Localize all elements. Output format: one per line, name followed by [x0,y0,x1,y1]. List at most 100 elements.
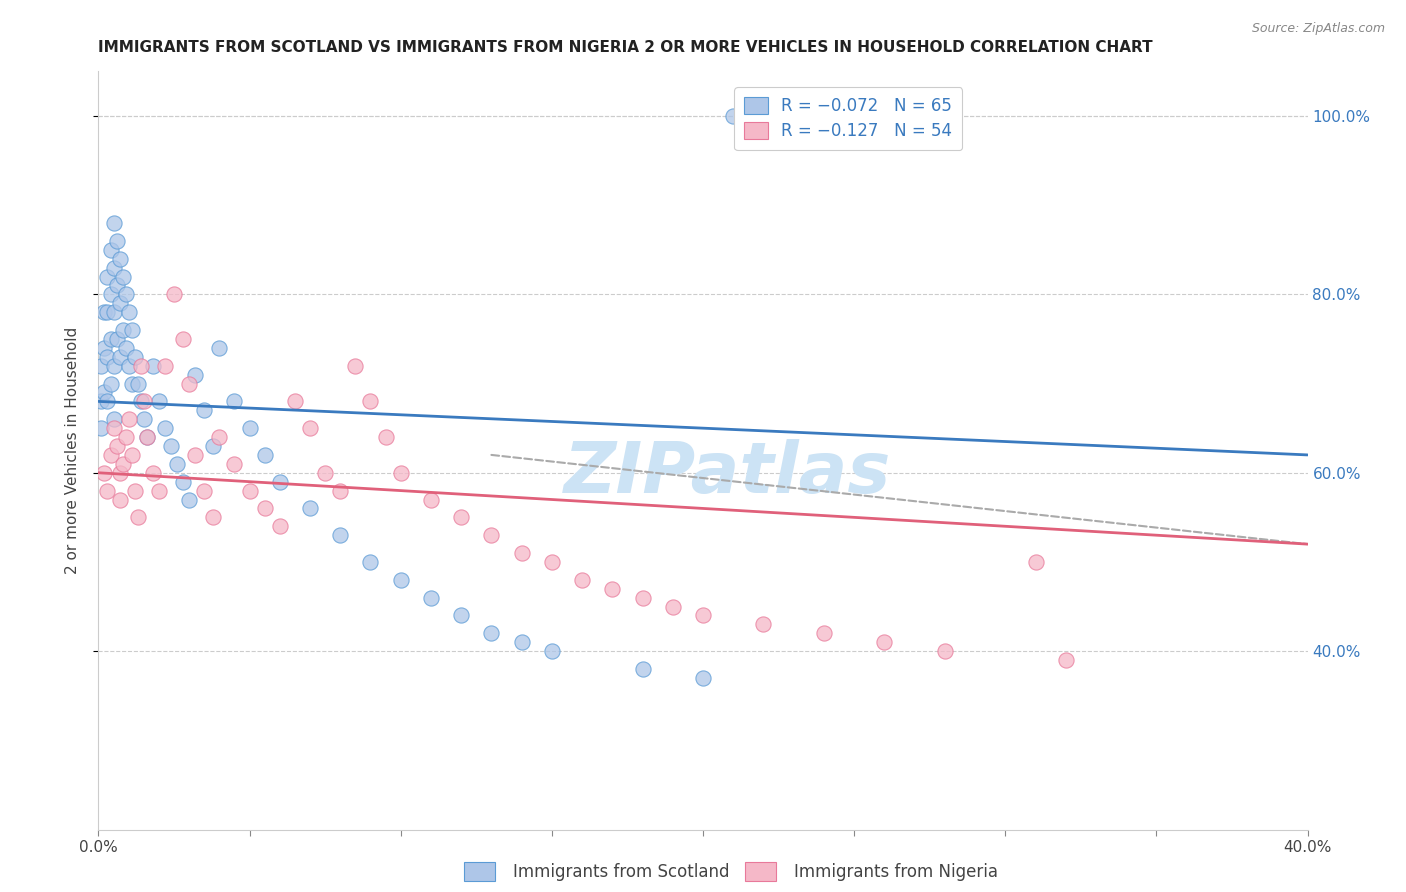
Point [105,332,128,346]
Point [540,555,562,569]
Point [1024,555,1046,569]
Point [103,260,125,275]
Point [96,350,118,364]
Point [510,546,533,560]
Point [108,252,131,266]
Point [481,528,503,542]
Point [124,483,146,498]
Legend: R = −0.072   N = 65, R = −0.127   N = 54: R = −0.072 N = 65, R = −0.127 N = 54 [734,87,962,150]
Point [96,305,118,319]
Point [166,457,188,471]
Point [202,510,225,524]
Point [344,359,367,373]
Point [172,332,194,346]
Point [121,376,143,391]
Point [374,430,396,444]
Point [93,385,115,400]
Point [661,599,683,614]
Point [111,457,134,471]
Point [132,412,155,426]
Point [360,555,382,569]
Point [253,501,276,516]
Point [631,662,654,676]
Point [224,457,246,471]
Point [90,421,112,435]
Text: Immigrants from Scotland: Immigrants from Scotland [513,863,730,881]
Point [202,439,225,453]
Point [103,359,125,373]
Point [129,359,152,373]
Point [100,243,122,257]
Point [172,475,194,489]
Point [105,439,128,453]
Y-axis label: 2 or more Vehicles in Household: 2 or more Vehicles in Household [65,326,80,574]
Point [269,519,291,533]
Point [239,483,262,498]
Point [100,287,122,301]
Point [93,305,115,319]
Point [163,287,186,301]
Point [103,216,125,230]
Point [184,448,207,462]
Point [93,341,115,355]
Point [329,483,352,498]
Point [723,109,745,123]
Point [239,421,262,435]
Point [571,573,593,587]
Point [253,448,276,462]
Point [389,466,412,480]
Point [90,394,112,409]
Point [153,359,176,373]
Point [160,439,183,453]
Point [108,296,131,310]
Point [329,528,352,542]
Point [121,323,143,337]
Point [127,510,149,524]
Point [135,430,157,444]
Point [269,475,291,489]
Point [118,412,141,426]
Point [103,305,125,319]
Point [934,644,956,658]
Point [510,635,533,649]
Point [129,394,152,409]
Point [314,466,336,480]
Point [100,332,122,346]
Point [179,376,201,391]
Point [153,421,176,435]
Point [450,608,472,623]
Point [481,626,503,640]
Point [208,430,231,444]
Point [184,368,207,382]
Point [179,492,201,507]
Text: IMMIGRANTS FROM SCOTLAND VS IMMIGRANTS FROM NIGERIA 2 OR MORE VEHICLES IN HOUSEH: IMMIGRANTS FROM SCOTLAND VS IMMIGRANTS F… [98,40,1153,55]
Point [108,492,131,507]
Point [540,644,562,658]
Point [299,421,322,435]
Point [93,466,115,480]
Point [752,617,775,632]
Point [90,359,112,373]
Point [420,591,443,605]
Point [103,412,125,426]
Point [96,483,118,498]
Point [208,341,231,355]
Point [105,278,128,293]
Point [148,394,170,409]
Point [224,394,246,409]
Text: Source: ZipAtlas.com: Source: ZipAtlas.com [1251,22,1385,36]
Point [103,421,125,435]
Point [148,483,170,498]
Point [108,350,131,364]
Point [692,671,714,685]
Point [193,483,215,498]
Point [873,635,896,649]
Point [114,341,136,355]
Point [114,430,136,444]
Point [124,350,146,364]
Point [284,394,307,409]
Point [1054,653,1077,667]
Point [121,448,143,462]
Point [142,466,165,480]
Point [111,269,134,284]
